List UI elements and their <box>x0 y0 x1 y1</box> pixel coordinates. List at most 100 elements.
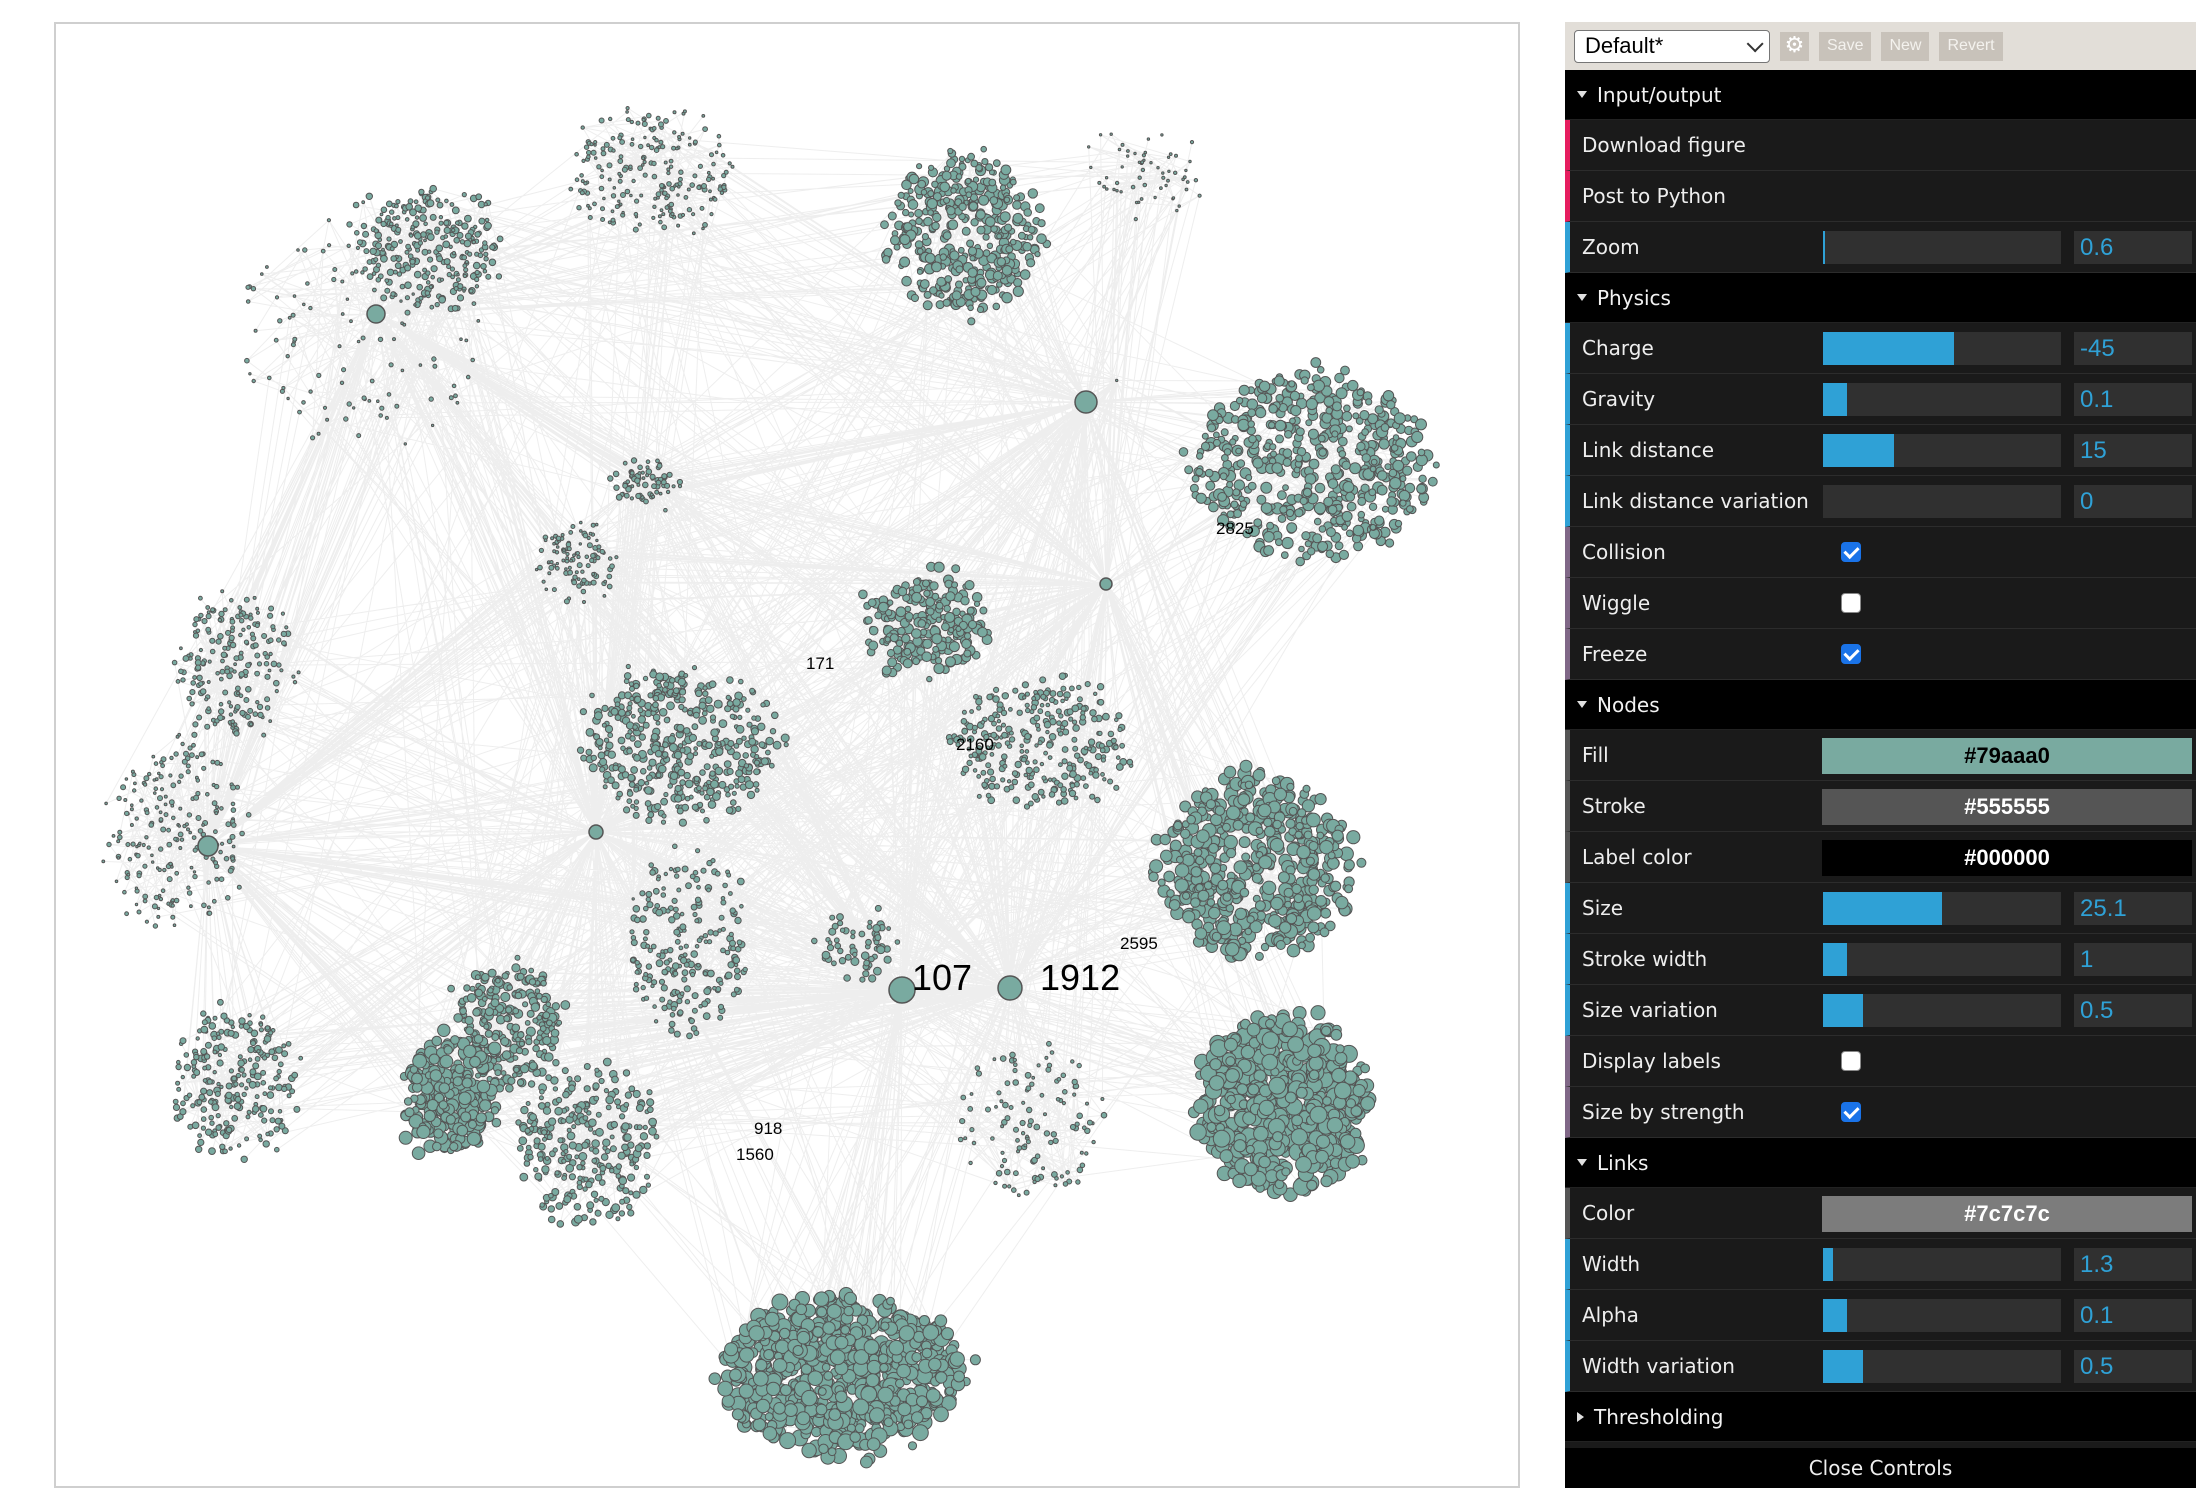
display-labels-row: Display labels <box>1565 1036 2196 1087</box>
folder-title: Nodes <box>1597 692 1660 717</box>
size-slider[interactable] <box>1823 892 2061 925</box>
row-label: Download figure <box>1582 133 1746 157</box>
node-cluster <box>1147 759 1367 963</box>
node-cluster <box>631 897 635 901</box>
freeze-row: Freeze <box>1565 629 2196 680</box>
hub-node[interactable] <box>197 835 219 857</box>
close-controls-button[interactable]: Close Controls <box>1565 1448 2196 1488</box>
stroke-width-slider[interactable] <box>1823 943 2061 976</box>
node-cluster <box>957 1040 1108 1198</box>
gravity-input[interactable]: 0.1 <box>2074 383 2192 416</box>
row-label: Stroke width <box>1582 947 1708 971</box>
row-label: Width variation <box>1582 1354 1735 1378</box>
node-label-2160: 2160 <box>956 735 994 754</box>
row-label: Alpha <box>1582 1303 1639 1327</box>
link-distance-variation-input[interactable]: 0 <box>2074 485 2192 518</box>
stroke-width-input[interactable]: 1 <box>2074 943 2192 976</box>
node-cluster <box>858 561 993 683</box>
row-label: Link distance variation <box>1582 489 1809 513</box>
gravity-slider[interactable] <box>1823 383 2061 416</box>
node-cluster <box>880 145 1052 326</box>
preset-select-value: Default* <box>1585 33 1664 58</box>
folder-physics[interactable]: Physics <box>1565 273 2196 323</box>
link-alpha-slider[interactable] <box>1823 1299 2061 1332</box>
slider-fill <box>1823 231 1826 264</box>
row-label: Post to Python <box>1582 184 1726 208</box>
display-labels-checkbox[interactable] <box>1841 1051 1861 1071</box>
preset-select[interactable]: Default* <box>1574 29 1770 63</box>
charge-slider[interactable] <box>1823 332 2061 365</box>
node-cluster <box>1087 132 1202 222</box>
size-variation-row: Size variation 0.5 <box>1565 985 2196 1036</box>
node-cluster <box>534 520 619 605</box>
row-label: Size variation <box>1582 998 1718 1022</box>
node-cluster <box>576 663 790 827</box>
link-width-input[interactable]: 1.3 <box>2074 1248 2192 1281</box>
fill-color-picker[interactable]: #79aaa0 <box>1822 738 2192 774</box>
folder-input-output[interactable]: Input/output <box>1565 70 2196 120</box>
hub-node[interactable] <box>1074 390 1098 414</box>
slider-fill <box>1823 1350 1864 1383</box>
folder-nodes[interactable]: Nodes <box>1565 680 2196 730</box>
node-cluster <box>945 672 1134 810</box>
row-label: Width <box>1582 1252 1641 1276</box>
freeze-checkbox[interactable] <box>1841 644 1861 664</box>
link-distance-variation-row: Link distance variation 0 <box>1565 476 2196 527</box>
gravity-row: Gravity 0.1 <box>1565 374 2196 425</box>
folder-links[interactable]: Links <box>1565 1138 2196 1188</box>
row-label: Gravity <box>1582 387 1656 411</box>
network-graph[interactable]: 107 1912 2825 171 2160 2595 918 1560 <box>56 24 1518 1486</box>
collision-row: Collision <box>1565 527 2196 578</box>
size-by-strength-checkbox[interactable] <box>1841 1102 1861 1122</box>
triangle-down-icon <box>1577 91 1587 98</box>
charge-input[interactable]: -45 <box>2074 332 2192 365</box>
folder-thresholding[interactable]: Thresholding <box>1565 1392 2196 1442</box>
size-variation-slider[interactable] <box>1823 994 2061 1027</box>
link-distance-slider[interactable] <box>1823 434 2061 467</box>
revert-button[interactable]: Revert <box>1939 31 2003 61</box>
link-distance-variation-slider[interactable] <box>1823 485 2061 518</box>
zoom-input[interactable]: 0.6 <box>2074 231 2192 264</box>
hub-node[interactable] <box>366 304 386 324</box>
row-label: Size <box>1582 896 1624 920</box>
link-color-picker[interactable]: #7c7c7c <box>1822 1196 2192 1232</box>
slider-fill <box>1823 892 1942 925</box>
gear-icon[interactable]: ⚙ <box>1780 31 1809 61</box>
post-to-python-button[interactable]: Post to Python <box>1565 171 2196 222</box>
graph-canvas[interactable]: 107 1912 2825 171 2160 2595 918 1560 <box>54 22 1520 1488</box>
link-width-row: Width 1.3 <box>1565 1239 2196 1290</box>
hub-node[interactable] <box>997 975 1023 1001</box>
zoom-slider[interactable] <box>1823 231 2061 264</box>
node-cluster <box>171 589 301 738</box>
width-variation-input[interactable]: 0.5 <box>2074 1350 2192 1383</box>
wiggle-row: Wiggle <box>1565 578 2196 629</box>
hub-node[interactable] <box>888 976 916 1004</box>
node-cluster <box>629 843 748 1040</box>
row-label: Label color <box>1582 845 1692 869</box>
link-alpha-input[interactable]: 0.1 <box>2074 1299 2192 1332</box>
hub-node[interactable] <box>588 824 604 840</box>
label-color-picker[interactable]: #000000 <box>1822 840 2192 876</box>
link-width-slider[interactable] <box>1823 1248 2061 1281</box>
download-figure-button[interactable]: Download figure <box>1565 120 2196 171</box>
node-label-2825: 2825 <box>1216 519 1254 538</box>
size-input[interactable]: 25.1 <box>2074 892 2192 925</box>
collision-checkbox[interactable] <box>1841 542 1861 562</box>
row-label: Wiggle <box>1582 591 1651 615</box>
stroke-color-picker[interactable]: #555555 <box>1822 789 2192 825</box>
size-variation-input[interactable]: 0.5 <box>2074 994 2192 1027</box>
link-distance-input[interactable]: 15 <box>2074 434 2192 467</box>
size-row: Size 25.1 <box>1565 883 2196 934</box>
slider-fill <box>1823 1299 1847 1332</box>
save-button[interactable]: Save <box>1819 31 1872 61</box>
row-label: Collision <box>1582 540 1666 564</box>
wiggle-checkbox[interactable] <box>1841 593 1861 613</box>
slider-fill <box>1823 943 1847 976</box>
slider-fill <box>1823 994 1864 1027</box>
new-button[interactable]: New <box>1881 31 1930 61</box>
width-variation-slider[interactable] <box>1823 1350 2061 1383</box>
hub-node[interactable] <box>1099 577 1113 591</box>
folder-title: Physics <box>1597 285 1671 310</box>
node-cluster <box>811 904 901 983</box>
node-label-171: 171 <box>806 654 834 673</box>
